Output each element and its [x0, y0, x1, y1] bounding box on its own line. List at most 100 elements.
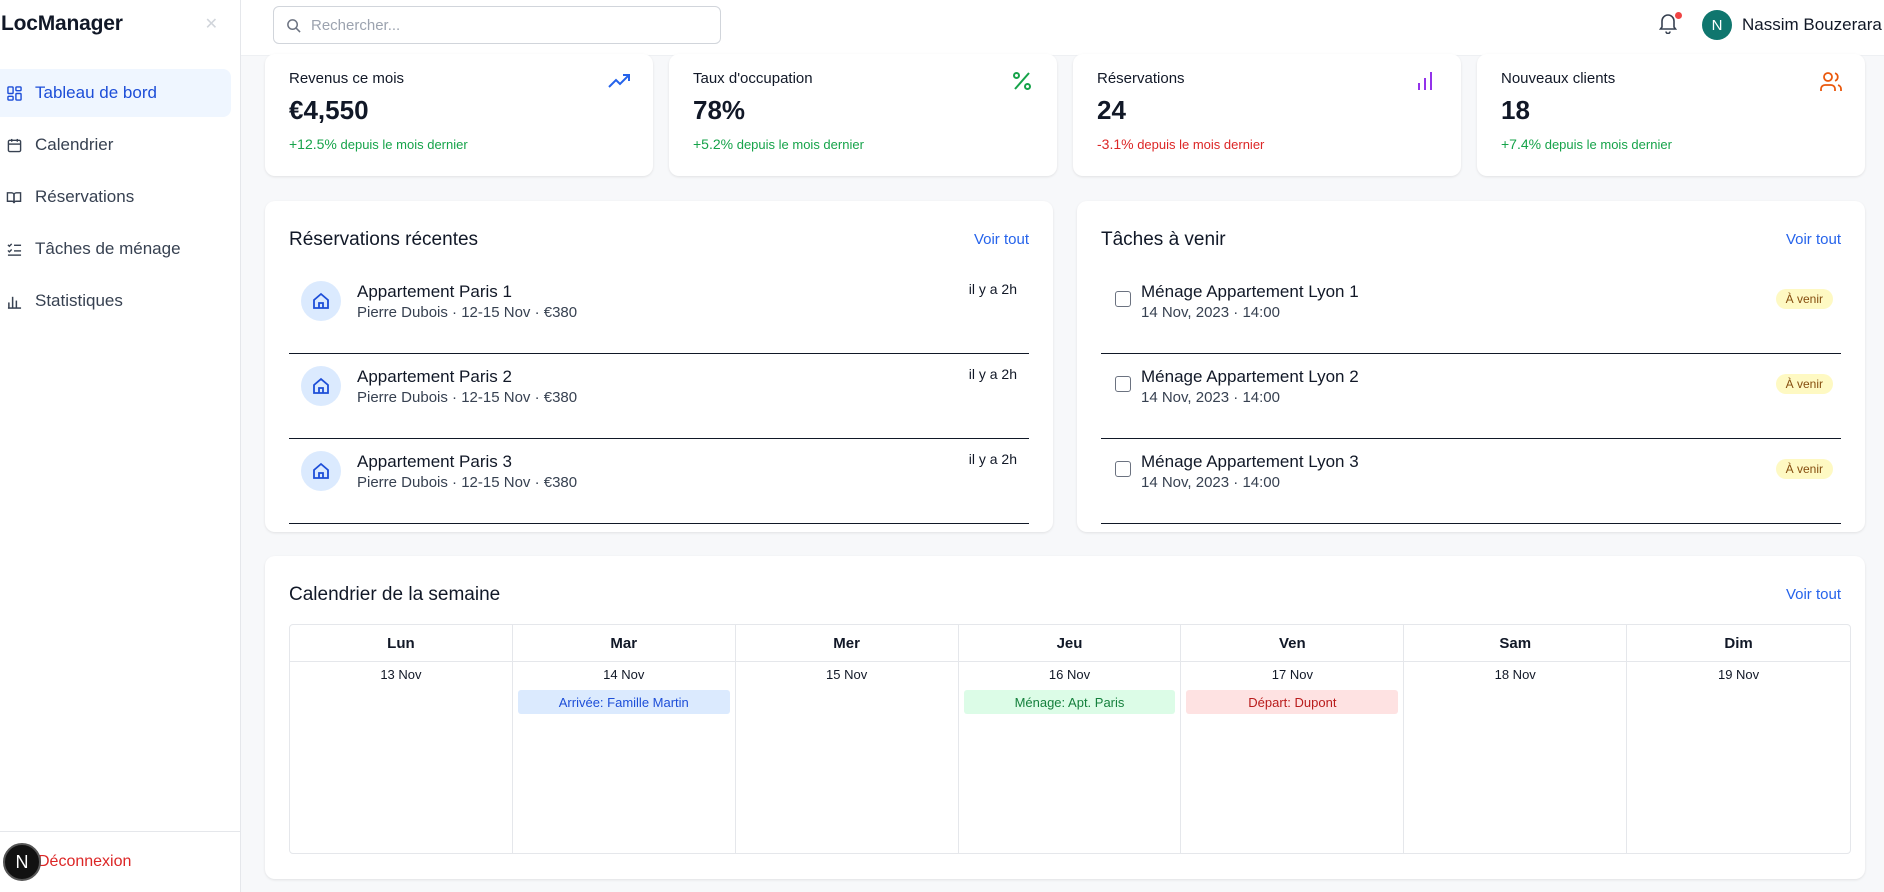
reservation-title: Appartement Paris 3 — [357, 452, 512, 471]
stat-title: Réservations — [1097, 70, 1185, 87]
sidebar-item-cleaning-tasks[interactable]: Tâches de ménage — [0, 225, 231, 273]
sidebar-item-label: Statistiques — [35, 291, 123, 310]
see-all-calendar-link[interactable]: Voir tout — [1785, 586, 1841, 603]
calendar-date: 15 Nov — [826, 667, 868, 682]
task-datetime: 14 Nov, 2023 · 14:00 — [1141, 474, 1280, 491]
home-icon — [301, 451, 341, 491]
sidebar-item-dashboard[interactable]: Tableau de bord — [0, 69, 231, 117]
reservation-row[interactable]: Appartement Paris 2 Pierre Dubois · 12-1… — [289, 354, 1029, 439]
task-checkbox[interactable] — [1115, 291, 1131, 307]
task-row: Ménage Appartement Lyon 1 14 Nov, 2023 ·… — [1101, 269, 1841, 354]
dashboard-icon — [6, 85, 22, 101]
reservation-time: il y a 2h — [968, 451, 1017, 467]
calendar-day-column[interactable]: Sam 18 Nov — [1404, 625, 1628, 853]
book-icon — [6, 189, 22, 205]
app-logo: LocManager — [1, 11, 123, 35]
panel-title: Tâches à venir — [1101, 229, 1226, 250]
calendar-day-name: Mar — [512, 625, 735, 662]
delta-text: depuis le mois dernier — [1544, 137, 1672, 152]
see-all-tasks-link[interactable]: Voir tout — [1785, 231, 1841, 248]
calendar-day-column[interactable]: Ven 17 Nov Départ: Dupont — [1181, 625, 1405, 853]
calendar-day-column[interactable]: Dim 19 Nov — [1627, 625, 1850, 853]
calendar-event[interactable]: Arrivée: Famille Martin — [517, 690, 730, 714]
task-datetime: 14 Nov, 2023 · 14:00 — [1141, 389, 1280, 406]
bar-chart-icon — [1415, 70, 1439, 94]
panel-title: Réservations récentes — [289, 229, 479, 250]
task-title: Ménage Appartement Lyon 1 — [1141, 282, 1359, 301]
calendar-icon — [6, 137, 22, 153]
next-badge[interactable]: N — [3, 843, 41, 881]
calendar-day-name: Ven — [1181, 625, 1404, 662]
stat-card-occupancy: Taux d'occupation 78% +5.2% depuis le mo… — [669, 54, 1057, 176]
calendar-day-column[interactable]: Lun 13 Nov — [290, 625, 513, 853]
reservation-details: Pierre Dubois · 12-15 Nov · €380 — [357, 304, 578, 321]
calendar-day-name: Lun — [290, 625, 512, 662]
task-title: Ménage Appartement Lyon 2 — [1141, 367, 1359, 386]
delta-text: depuis le mois dernier — [340, 137, 468, 152]
sidebar-nav: Tableau de bord Calendrier Réservations … — [0, 47, 240, 325]
reservation-time: il y a 2h — [968, 366, 1017, 382]
calendar-date: 16 Nov — [1048, 667, 1091, 682]
notification-dot — [1675, 12, 1682, 19]
task-checkbox[interactable] — [1115, 376, 1131, 392]
stat-title: Revenus ce mois — [289, 70, 405, 87]
calendar-day-column[interactable]: Jeu 16 Nov Ménage: Apt. Paris — [958, 625, 1182, 853]
calendar-day-column[interactable]: Mar 14 Nov Arrivée: Famille Martin — [512, 625, 736, 853]
calendar-date: 13 Nov — [380, 667, 422, 682]
stat-value: 18 — [1501, 95, 1530, 125]
reservation-details: Pierre Dubois · 12-15 Nov · €380 — [357, 389, 578, 406]
calendar-date: 18 Nov — [1494, 667, 1536, 682]
calendar-day-name: Jeu — [958, 625, 1181, 662]
calendar-event[interactable]: Départ: Dupont — [1186, 690, 1399, 714]
calendar-date: 17 Nov — [1271, 667, 1313, 682]
sidebar-item-reservations[interactable]: Réservations — [0, 173, 231, 221]
stat-delta: -3.1% depuis le mois dernier — [1097, 136, 1437, 152]
close-icon[interactable]: ✕ — [204, 15, 218, 33]
delta-value: +5.2% — [693, 136, 734, 152]
calendar-event[interactable]: Ménage: Apt. Paris — [963, 690, 1176, 714]
search-icon — [286, 18, 301, 33]
stat-value: €4,550 — [289, 95, 369, 125]
task-checkbox[interactable] — [1115, 461, 1131, 477]
task-datetime: 14 Nov, 2023 · 14:00 — [1141, 304, 1280, 321]
stat-card-new-clients: Nouveaux clients 18 +7.4% depuis le mois… — [1477, 54, 1865, 176]
stat-card-reservations: Réservations 24 -3.1% depuis le mois der… — [1073, 54, 1461, 176]
stat-delta: +12.5% depuis le mois dernier — [289, 136, 629, 152]
top-bar: N Nassim Bouzerara — [241, 0, 1884, 56]
calendar-day-name: Sam — [1404, 625, 1627, 662]
delta-value: +12.5% — [289, 136, 337, 152]
logout-button[interactable]: Déconnexion — [38, 853, 132, 870]
reservation-title: Appartement Paris 1 — [357, 282, 512, 301]
stat-title: Nouveaux clients — [1501, 70, 1616, 87]
weekly-calendar-panel: Calendrier de la semaine Voir tout Lun 1… — [265, 556, 1865, 879]
search-input[interactable] — [311, 16, 691, 34]
search-box[interactable] — [273, 6, 721, 44]
calendar-day-name: Mer — [735, 625, 958, 662]
sidebar-item-statistics[interactable]: Statistiques — [0, 277, 231, 325]
sidebar-footer: N Déconnexion — [0, 831, 240, 892]
user-menu[interactable]: N Nassim Bouzerara — [1702, 10, 1882, 40]
upcoming-tasks-panel: Tâches à venir Voir tout Ménage Appartem… — [1077, 201, 1865, 532]
status-badge: À venir — [1775, 289, 1833, 309]
sidebar: LocManager ✕ Tableau de bord Calendrier … — [0, 0, 241, 892]
see-all-reservations-link[interactable]: Voir tout — [973, 231, 1029, 248]
calendar-date: 19 Nov — [1717, 667, 1760, 682]
bar-chart-icon — [6, 293, 22, 309]
avatar: N — [1702, 10, 1732, 40]
stat-value: 24 — [1097, 95, 1126, 125]
status-badge: À venir — [1775, 374, 1833, 394]
calendar-day-column[interactable]: Mer 15 Nov — [735, 625, 959, 853]
calendar-grid: Lun 13 Nov Mar 14 Nov Arrivée: Famille M… — [289, 624, 1851, 854]
stat-value: 78% — [693, 95, 746, 125]
reservation-time: il y a 2h — [968, 281, 1017, 297]
task-row: Ménage Appartement Lyon 3 14 Nov, 2023 ·… — [1101, 439, 1841, 524]
reservation-row[interactable]: Appartement Paris 1 Pierre Dubois · 12-1… — [289, 269, 1029, 354]
sidebar-item-calendar[interactable]: Calendrier — [0, 121, 231, 169]
sidebar-header: LocManager ✕ — [0, 0, 240, 47]
delta-text: depuis le mois dernier — [736, 137, 864, 152]
reservation-row[interactable]: Appartement Paris 3 Pierre Dubois · 12-1… — [289, 439, 1029, 524]
recent-reservations-panel: Réservations récentes Voir tout Appartem… — [265, 201, 1053, 532]
sidebar-item-label: Tableau de bord — [35, 83, 157, 102]
stat-card-revenue: Revenus ce mois €4,550 +12.5% depuis le … — [265, 54, 653, 176]
notification-bell-icon[interactable] — [1658, 12, 1682, 36]
